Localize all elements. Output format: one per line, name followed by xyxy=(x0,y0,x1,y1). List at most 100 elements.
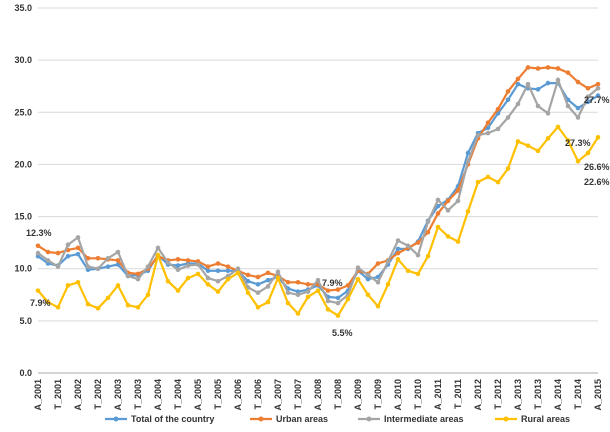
point xyxy=(595,81,601,87)
point xyxy=(355,276,361,282)
annotation: 22.6% xyxy=(584,177,610,187)
point xyxy=(505,166,511,171)
point xyxy=(545,65,551,70)
point xyxy=(85,264,91,269)
y-tick-label: 0.0 xyxy=(19,368,32,378)
point xyxy=(105,255,111,261)
point xyxy=(515,101,521,107)
point xyxy=(305,282,311,287)
point xyxy=(475,179,481,185)
point xyxy=(335,287,341,292)
point xyxy=(245,290,251,296)
point xyxy=(345,296,351,302)
point xyxy=(75,235,81,240)
x-tick-label: A_2002 xyxy=(73,379,83,411)
point xyxy=(545,136,551,141)
x-tick-label: T_2005 xyxy=(213,379,223,410)
x-tick-label: T_2013 xyxy=(533,379,543,410)
point xyxy=(515,76,521,82)
point xyxy=(395,246,401,252)
point xyxy=(505,115,511,120)
point xyxy=(325,307,331,312)
point xyxy=(195,271,201,277)
annotation: 7.9% xyxy=(322,278,343,288)
point xyxy=(175,267,181,273)
x-tick-label: T_2003 xyxy=(133,379,143,410)
point xyxy=(595,93,601,98)
point xyxy=(475,132,481,138)
point xyxy=(495,126,501,132)
point xyxy=(295,292,301,298)
point xyxy=(565,138,571,143)
point xyxy=(565,103,571,109)
point xyxy=(85,301,91,307)
legend-label: Total of the country xyxy=(131,414,214,424)
point xyxy=(315,288,321,293)
point xyxy=(215,289,221,294)
point xyxy=(225,276,231,282)
point xyxy=(415,240,421,245)
point xyxy=(345,283,351,288)
x-tick-label: A_2012 xyxy=(473,379,483,411)
point xyxy=(205,275,211,281)
y-tick-label: 20.0 xyxy=(14,159,32,169)
point xyxy=(435,211,441,216)
point xyxy=(315,277,321,283)
point xyxy=(125,302,131,308)
point xyxy=(365,276,371,282)
x-tick-label: T_2012 xyxy=(493,379,503,410)
point xyxy=(505,97,511,103)
point xyxy=(485,130,491,136)
point xyxy=(255,282,261,287)
point xyxy=(565,70,571,75)
annotation: 12.3% xyxy=(26,228,52,238)
point xyxy=(215,268,221,274)
point xyxy=(545,111,551,116)
point xyxy=(165,260,171,265)
point xyxy=(455,239,461,244)
point xyxy=(45,258,51,263)
point xyxy=(595,135,601,140)
x-tick-label: A_2001 xyxy=(33,379,43,411)
point xyxy=(85,255,91,261)
point xyxy=(75,279,81,285)
x-tick-label: A_2015 xyxy=(593,379,603,411)
point xyxy=(185,275,191,281)
point xyxy=(465,209,471,214)
point xyxy=(215,261,221,266)
point xyxy=(95,306,101,311)
point xyxy=(75,251,81,257)
x-tick-label: A_2006 xyxy=(233,379,243,411)
point xyxy=(225,264,231,269)
point xyxy=(175,257,181,262)
x-tick-label: T_2011 xyxy=(453,379,463,409)
point xyxy=(405,243,411,249)
point xyxy=(185,258,191,263)
x-tick-label: T_2002 xyxy=(93,379,103,410)
point xyxy=(35,250,41,256)
point xyxy=(335,300,341,306)
point xyxy=(435,197,441,203)
point xyxy=(375,303,381,309)
x-tick-label: A_2011 xyxy=(433,379,443,410)
point xyxy=(405,268,411,274)
point xyxy=(135,271,141,277)
point xyxy=(465,150,471,156)
point xyxy=(555,77,561,83)
point xyxy=(555,124,561,130)
point xyxy=(595,86,601,91)
point xyxy=(305,294,311,300)
point xyxy=(65,283,71,288)
point xyxy=(95,255,101,261)
point xyxy=(275,269,281,275)
point xyxy=(425,253,431,259)
point xyxy=(215,278,221,284)
y-tick-label: 25.0 xyxy=(14,107,32,117)
point xyxy=(275,275,281,281)
point xyxy=(255,274,261,280)
x-tick-label: T_2006 xyxy=(253,379,263,410)
x-tick-label: T_2009 xyxy=(373,379,383,410)
x-tick-label: A_2008 xyxy=(313,379,323,411)
point xyxy=(245,272,251,278)
point xyxy=(35,288,41,293)
